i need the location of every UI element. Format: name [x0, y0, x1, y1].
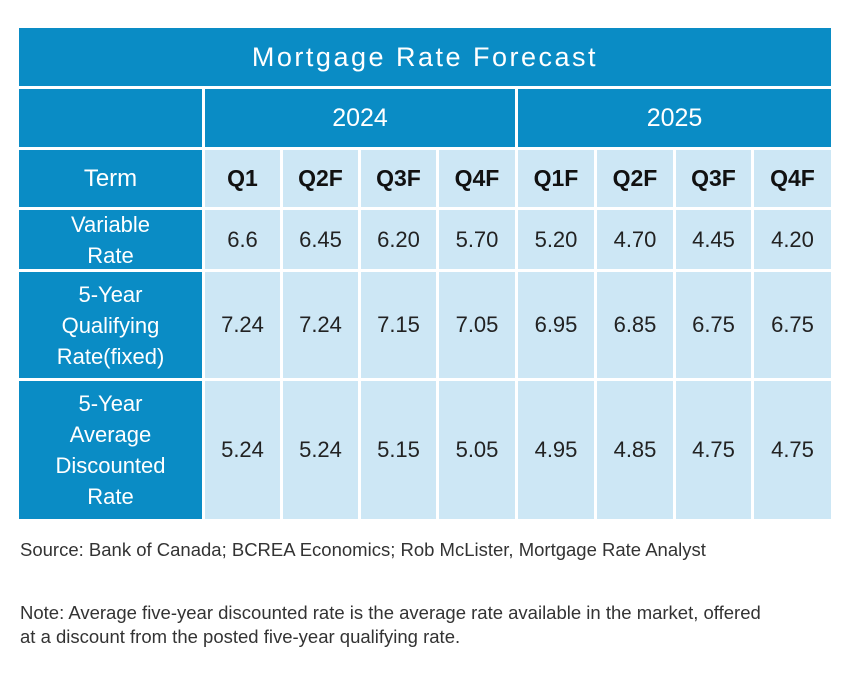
row-label-3: 5-Year Average Discounted Rate: [19, 381, 202, 519]
table-cell: 7.05: [439, 272, 515, 378]
column-header-5: Q1F: [518, 150, 594, 207]
column-header-2: Q2F: [283, 150, 358, 207]
table-cell: 4.75: [676, 381, 751, 519]
table-cell: 4.85: [597, 381, 673, 519]
table-cell: 4.75: [754, 381, 831, 519]
footnote: Note: Average five-year discounted rate …: [20, 602, 761, 647]
table-cell: 7.24: [283, 272, 358, 378]
table-cell: 6.20: [361, 210, 436, 269]
row-label-2: 5-Year Qualifying Rate(fixed): [19, 272, 202, 378]
table-cell: 5.05: [439, 381, 515, 519]
table-cell: 7.24: [205, 272, 280, 378]
table-cell: 6.75: [676, 272, 751, 378]
table-cell: 6.85: [597, 272, 673, 378]
table-cell: 4.95: [518, 381, 594, 519]
table-cell: 5.20: [518, 210, 594, 269]
column-header-4: Q4F: [439, 150, 515, 207]
table-cell: 4.45: [676, 210, 751, 269]
table-cell: 6.45: [283, 210, 358, 269]
year-header-2024: 2024: [205, 89, 515, 147]
column-header-3: Q3F: [361, 150, 436, 207]
year-header-2025: 2025: [518, 89, 831, 147]
year-header-blank: [19, 89, 202, 147]
term-header: Term: [19, 150, 202, 207]
table-cell: 7.15: [361, 272, 436, 378]
table-cell: 5.24: [283, 381, 358, 519]
table-cell: 5.70: [439, 210, 515, 269]
table-cell: 4.70: [597, 210, 673, 269]
column-header-1: Q1: [205, 150, 280, 207]
table-cell: 6.6: [205, 210, 280, 269]
table-cell: 4.20: [754, 210, 831, 269]
table-cell: 5.15: [361, 381, 436, 519]
table-cell: 6.75: [754, 272, 831, 378]
column-header-6: Q2F: [597, 150, 673, 207]
source-note: Source: Bank of Canada; BCREA Economics;…: [20, 539, 706, 560]
column-header-8: Q4F: [754, 150, 831, 207]
row-label-1: Variable Rate: [19, 210, 202, 269]
column-header-7: Q3F: [676, 150, 751, 207]
table-title: Mortgage Rate Forecast: [19, 28, 831, 86]
table-cell: 5.24: [205, 381, 280, 519]
table-cell: 6.95: [518, 272, 594, 378]
